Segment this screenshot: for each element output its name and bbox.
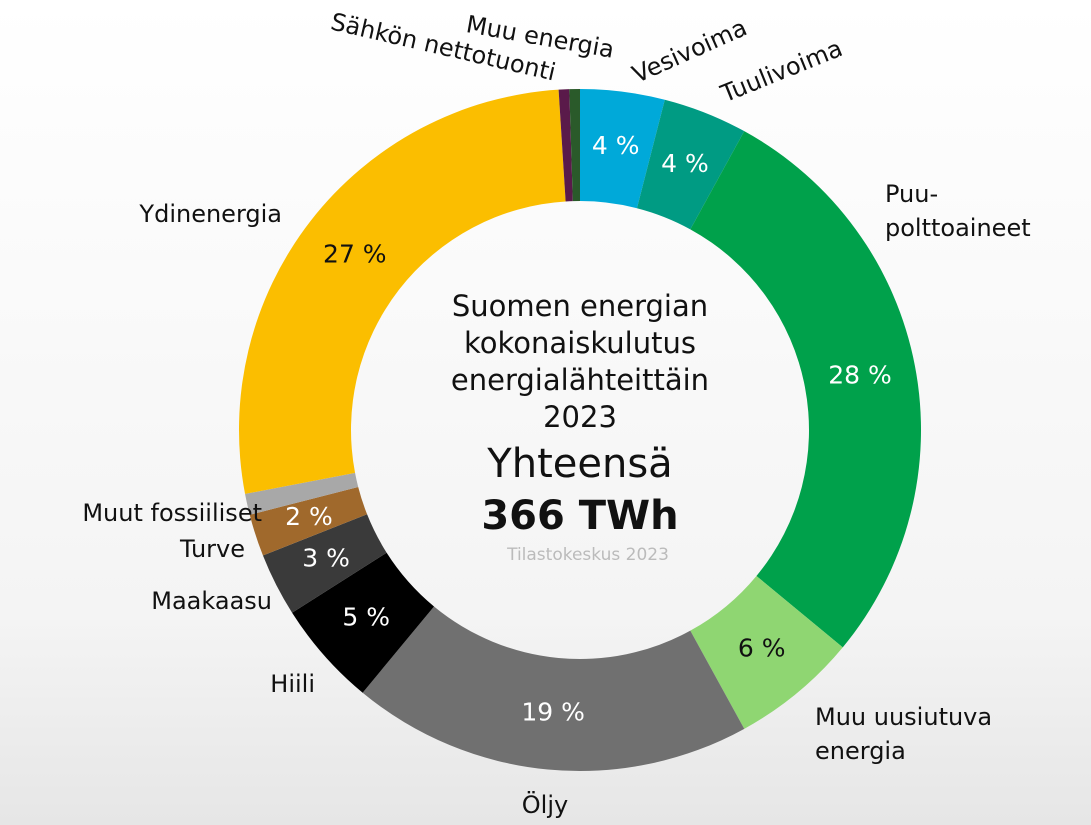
chart: Suomen energiankokonaiskulutusenergialäh… xyxy=(0,0,1091,825)
total-label: Yhteensä xyxy=(486,441,672,487)
total: 366 TWh xyxy=(481,493,678,539)
category-label: Ydinenergia xyxy=(138,200,282,228)
value-label: 28 % xyxy=(828,361,892,390)
category-label: Maakaasu xyxy=(151,587,272,615)
category-label: Muut fossiiliset xyxy=(82,499,262,527)
source: Tilastokeskus 2023 xyxy=(506,545,669,565)
value-label: 27 % xyxy=(323,239,387,268)
value-label: 19 % xyxy=(521,698,585,727)
value-label: 3 % xyxy=(302,543,350,572)
category-label: Hiili xyxy=(270,670,315,698)
value-label: 2 % xyxy=(285,502,333,531)
category-label: Öljy xyxy=(522,790,568,819)
category-label: Turve xyxy=(179,535,245,563)
value-label: 4 % xyxy=(661,149,709,178)
value-label: 4 % xyxy=(592,131,640,160)
value-label: 6 % xyxy=(738,634,786,663)
value-label: 5 % xyxy=(342,602,390,631)
